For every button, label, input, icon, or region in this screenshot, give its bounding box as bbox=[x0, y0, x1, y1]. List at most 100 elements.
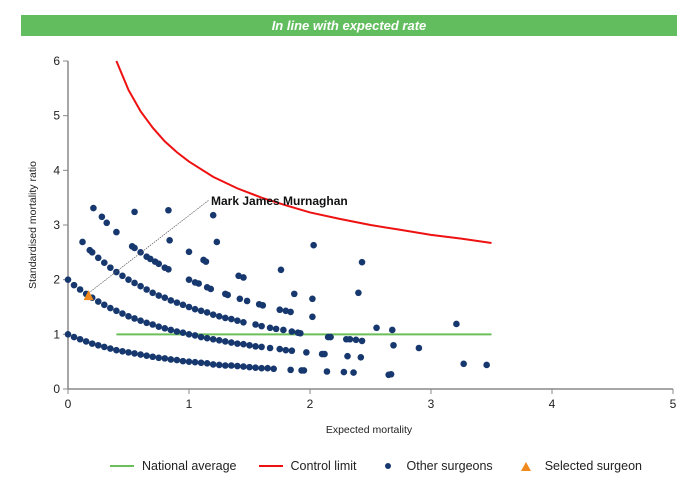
x-tick-label: 4 bbox=[549, 397, 556, 411]
other-surgeon-point bbox=[209, 311, 217, 318]
legend-selected-surgeon: Selected surgeon bbox=[515, 459, 642, 473]
other-surgeon-point bbox=[98, 213, 106, 221]
other-surgeon-point bbox=[222, 314, 229, 322]
other-surgeon-point bbox=[173, 328, 181, 335]
other-surgeon-point bbox=[203, 360, 211, 367]
other-surgeon-point bbox=[203, 334, 211, 342]
control-limit-line bbox=[115, 60, 492, 245]
other-surgeon-point bbox=[202, 258, 210, 265]
other-surgeon-point bbox=[340, 368, 348, 376]
other-surgeon-point bbox=[143, 352, 150, 359]
other-surgeon-point bbox=[131, 244, 138, 252]
other-surgeon-point bbox=[373, 324, 380, 332]
other-surgeon-point bbox=[240, 363, 247, 370]
other-surgeon-point bbox=[146, 255, 154, 263]
other-surgeon-point bbox=[266, 344, 274, 352]
other-surgeon-point bbox=[94, 298, 102, 305]
other-surgeon-point bbox=[209, 335, 217, 343]
other-surgeon-point bbox=[107, 264, 114, 271]
other-surgeon-point bbox=[288, 347, 296, 355]
other-surgeon-point bbox=[327, 333, 334, 341]
other-surgeon-point bbox=[234, 317, 241, 324]
y-tick-label: 3 bbox=[53, 218, 60, 232]
other-surgeon-point bbox=[76, 335, 84, 343]
legend-label: Other surgeons bbox=[406, 459, 493, 473]
y-axis-label: Standardised mortality ratio bbox=[27, 161, 39, 289]
other-surgeon-point bbox=[119, 272, 126, 280]
other-surgeon-point bbox=[321, 350, 328, 358]
x-tick-label: 0 bbox=[65, 397, 72, 411]
selected-surgeon-point bbox=[83, 290, 94, 301]
other-surgeon-point bbox=[215, 312, 223, 320]
other-surgeon-point bbox=[207, 285, 215, 293]
other-surgeon-point bbox=[288, 328, 296, 335]
other-surgeon-point bbox=[70, 333, 78, 341]
other-surgeon-point bbox=[195, 280, 202, 287]
other-surgeon-point bbox=[266, 324, 274, 332]
other-surgeon-point bbox=[234, 362, 241, 370]
other-surgeon-point bbox=[243, 297, 251, 305]
other-surgeon-point bbox=[185, 248, 193, 256]
legend-national-average: National average bbox=[110, 459, 237, 473]
other-surgeon-point bbox=[300, 367, 308, 374]
other-surgeon-point bbox=[215, 337, 223, 344]
other-surgeon-point bbox=[125, 312, 132, 320]
other-surgeon-point bbox=[270, 365, 278, 373]
other-surgeon-point bbox=[303, 349, 310, 356]
legend-control-limit: Control limit bbox=[258, 459, 357, 473]
other-surgeon-point bbox=[165, 206, 172, 214]
other-surgeon-point bbox=[166, 237, 173, 244]
other-surgeon-point bbox=[282, 346, 290, 354]
legend-label: Selected surgeon bbox=[544, 459, 642, 473]
other-surgeon-point bbox=[76, 286, 84, 293]
line-swatch-icon bbox=[258, 465, 283, 467]
other-surgeon-point bbox=[276, 345, 284, 353]
other-surgeon-point bbox=[94, 341, 102, 349]
marks bbox=[64, 60, 492, 379]
x-tick-label: 2 bbox=[307, 397, 314, 411]
other-surgeon-point bbox=[246, 341, 253, 349]
other-surgeon-point bbox=[149, 353, 156, 361]
other-surgeon-point bbox=[258, 364, 265, 372]
other-surgeon-point bbox=[165, 265, 172, 273]
other-surgeon-point bbox=[240, 340, 247, 348]
other-surgeon-point bbox=[460, 360, 467, 368]
funnel-plot: 0 1 2 3 4 5 6 0 1 2 3 4 5 Standardised mortality rat… bbox=[27, 54, 677, 436]
other-surgeon-point bbox=[155, 323, 163, 330]
other-surgeon-point bbox=[252, 364, 259, 371]
other-surgeon-point bbox=[101, 301, 108, 309]
other-surgeon-point bbox=[173, 356, 181, 364]
other-surgeon-point bbox=[82, 338, 90, 345]
other-surgeon-point bbox=[297, 329, 304, 337]
other-surgeon-point bbox=[119, 310, 126, 317]
other-surgeon-point bbox=[101, 259, 108, 267]
other-surgeon-point bbox=[483, 361, 490, 369]
other-surgeon-point bbox=[209, 361, 217, 368]
other-surgeon-point bbox=[276, 306, 284, 314]
status-banner: In line with expected rate bbox=[21, 15, 677, 36]
x-tick-label: 1 bbox=[186, 397, 193, 411]
other-surgeon-point bbox=[355, 289, 362, 297]
other-surgeon-point bbox=[224, 291, 232, 299]
other-surgeon-point bbox=[358, 258, 366, 266]
y-tick-label: 1 bbox=[53, 327, 60, 341]
other-surgeon-point bbox=[167, 326, 175, 334]
other-surgeon-point bbox=[323, 368, 331, 375]
other-surgeon-point bbox=[357, 353, 365, 361]
other-surgeon-point bbox=[131, 315, 138, 322]
x-tick-label: 3 bbox=[428, 397, 435, 411]
other-surgeon-point bbox=[264, 364, 271, 372]
other-surgeon-point bbox=[113, 346, 120, 354]
other-surgeon-point bbox=[234, 340, 241, 347]
other-surgeon-point bbox=[352, 336, 360, 344]
other-surgeon-point bbox=[137, 282, 144, 290]
other-surgeon-point bbox=[287, 366, 294, 374]
other-surgeon-point bbox=[70, 281, 78, 289]
other-surgeon-point bbox=[125, 349, 132, 356]
other-surgeon-point bbox=[309, 295, 316, 303]
other-surgeon-point bbox=[137, 317, 144, 324]
circle-marker-icon bbox=[384, 463, 391, 469]
other-surgeon-point bbox=[213, 238, 221, 246]
other-surgeon-point bbox=[246, 363, 253, 371]
other-surgeon-point bbox=[167, 297, 175, 304]
